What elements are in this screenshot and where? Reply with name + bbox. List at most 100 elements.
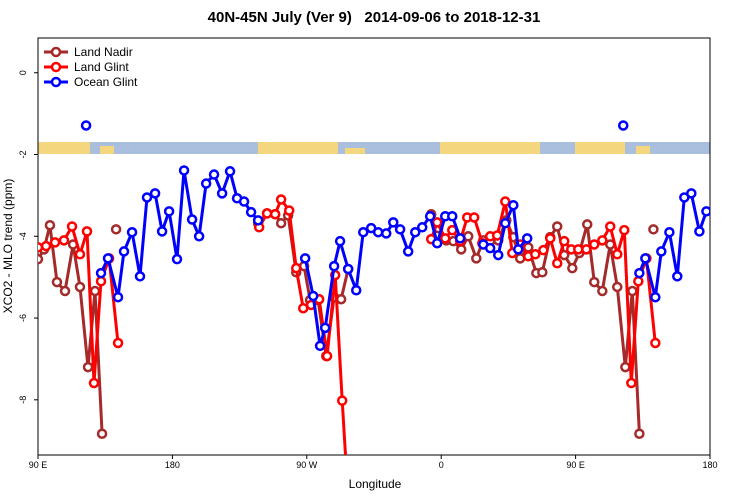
data-point [149,188,161,199]
x-tick-label: 0 [439,460,444,470]
data-point [156,226,168,237]
x-tick-label: 90 E [566,460,585,470]
data-point [38,242,44,253]
y-tick-label: -4 [18,232,28,240]
data-point [664,226,675,238]
chart-title: 40N-45N July (Ver 9) 2014-09-06 to 2018-… [208,9,541,26]
data-point [163,206,175,217]
data-point [672,271,683,282]
data-point [508,199,519,211]
legend-label: Ocean Glint [74,75,138,89]
data-point [216,188,228,199]
data-point [612,249,623,260]
data-point [334,235,346,247]
data-point [619,224,630,236]
y-tick-label: 0 [18,70,28,75]
data-point [551,221,563,232]
legend-label: Land Nadir [74,45,133,59]
x-tick-label: 180 [165,460,180,470]
data-point [299,253,311,264]
data-point [551,258,563,269]
data-point [275,194,287,205]
data-point [424,210,436,222]
data-point [589,239,600,250]
data-point [491,230,503,241]
data-point [82,361,94,373]
data-point [626,377,637,389]
data-point [589,276,600,288]
data-point [238,196,250,207]
data-point [307,290,319,302]
data-point [648,224,659,235]
data-point [186,214,198,225]
data-point [208,169,220,180]
data-point [492,249,504,261]
data-point [95,276,107,287]
data-point [245,206,257,218]
data-point [537,267,548,278]
data-point [200,178,212,189]
data-point [171,253,183,265]
data-point [402,246,414,257]
data-point [431,237,443,249]
data-point [319,322,331,334]
data-point [134,271,146,282]
data-point [328,260,340,272]
data-point [471,253,482,264]
data-point [269,208,281,220]
data-point [656,246,667,257]
data-point [49,237,61,248]
data-point [40,240,52,252]
data-point [96,428,108,439]
data-point [74,249,86,260]
data-point [701,206,710,217]
data-point [314,340,326,352]
y-tick-label: -8 [18,396,28,404]
data-point [350,284,362,296]
data-point [617,120,629,131]
data-point [530,249,541,260]
y-axis-label: XCO2 - MLO trend (ppm) [1,179,15,314]
legend-marker [50,76,62,88]
data-point [74,281,86,293]
data-point [597,235,608,246]
data-point [650,337,661,349]
data-point [500,196,511,207]
data-point [462,231,474,242]
data-point [261,208,273,219]
data-point [567,262,578,274]
data-point [290,262,302,274]
legend-marker [50,61,62,73]
data-point [388,217,399,228]
data-point [252,215,264,226]
data-point [686,188,697,199]
data-point [416,222,428,233]
data-point [513,244,524,255]
data-point [110,224,122,235]
data-point [357,226,369,238]
data-point [51,276,63,288]
data-point [275,217,287,229]
data-point [500,217,511,229]
data-point [66,221,78,232]
data-point [604,221,616,232]
data-point [80,120,92,131]
data-point [321,350,333,362]
data-point [335,293,347,305]
data-point [44,219,56,231]
data-point [620,361,631,373]
plot-area [38,120,710,455]
data-point [634,267,645,279]
data-point [89,285,101,297]
data-point [102,253,114,264]
data-point [573,244,584,255]
data-point [178,165,190,176]
x-tick-label: 180 [702,460,717,470]
legend-label: Land Glint [74,60,129,74]
x-tick-label: 90 E [29,460,48,470]
data-point [112,337,124,349]
data-point [58,235,70,246]
data-point [455,244,467,255]
data-point [559,235,570,247]
